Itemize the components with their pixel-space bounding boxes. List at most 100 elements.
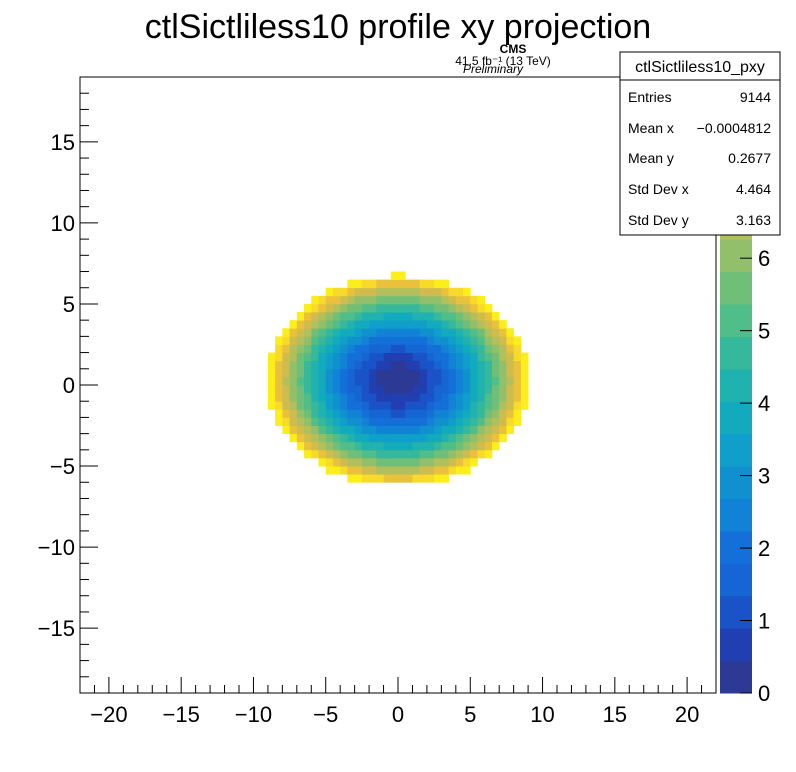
- heatmap-bin: [463, 295, 471, 305]
- heatmap-bin: [325, 295, 334, 305]
- heatmap-bin: [448, 393, 457, 402]
- heatmap-bin: [369, 401, 377, 410]
- heatmap-bin: [390, 295, 399, 305]
- heatmap-bin: [484, 368, 493, 378]
- heatmap-bin: [491, 376, 500, 386]
- heatmap-bin: [340, 336, 348, 345]
- heatmap-bin: [347, 474, 356, 483]
- heatmap-bin: [484, 320, 493, 329]
- heatmap-bin: [477, 360, 486, 370]
- heatmap-bin: [296, 393, 305, 402]
- heatmap-bin: [448, 466, 457, 475]
- heatmap-bin: [332, 376, 341, 386]
- heatmap-bin: [347, 360, 356, 370]
- heatmap-bin: [325, 376, 334, 386]
- heatmap-bin: [398, 376, 406, 386]
- heatmap-bin: [369, 376, 377, 386]
- heatmap-bin: [499, 425, 507, 435]
- heatmap-bin: [499, 385, 507, 394]
- stats-row-label: Mean y: [628, 150, 674, 166]
- heatmap-bin: [426, 360, 435, 370]
- heatmap-bin: [304, 401, 312, 410]
- stats-row-label: Mean x: [628, 120, 674, 136]
- heatmap-bin: [484, 336, 493, 345]
- color-scale-band: [720, 660, 752, 694]
- heatmap-bin: [398, 457, 406, 467]
- heatmap-bin: [282, 344, 290, 353]
- x-tick-label: −5: [313, 702, 338, 727]
- heatmap-bin: [383, 393, 392, 402]
- heatmap-bin: [455, 376, 464, 386]
- luminosity-label: 41.5 fb⁻¹ (13 TeV): [455, 54, 551, 68]
- heatmap-bin: [347, 328, 356, 337]
- heatmap-bin: [499, 401, 507, 410]
- heatmap-bin: [347, 433, 356, 443]
- heatmap-bin: [506, 344, 515, 353]
- heatmap-bin: [318, 385, 327, 394]
- heatmap-bin: [383, 457, 392, 467]
- heatmap-bin: [383, 295, 392, 305]
- stats-box-frame: [619, 51, 781, 236]
- heatmap-bin: [477, 344, 486, 353]
- heatmap-bin: [434, 433, 442, 443]
- heatmap-bin: [318, 368, 327, 378]
- heatmap-bin: [398, 320, 406, 329]
- heatmap-bin: [390, 409, 399, 418]
- heatmap-bin: [369, 449, 377, 459]
- heatmap-bin: [318, 303, 327, 313]
- heatmap-bin: [332, 328, 341, 337]
- heatmap-bin: [412, 385, 421, 394]
- heatmap-bin: [361, 425, 370, 435]
- heatmap-bin: [390, 433, 399, 443]
- heatmap-bin: [304, 368, 312, 378]
- heatmap-bin: [513, 352, 522, 362]
- heatmap-bin: [332, 368, 341, 378]
- heatmap-bin: [361, 320, 370, 329]
- heatmap-bin: [441, 376, 449, 386]
- heatmap-bin: [390, 360, 399, 370]
- heatmap-bin: [304, 352, 312, 362]
- heatmap-bin: [506, 328, 515, 337]
- heatmap-bin: [426, 385, 435, 394]
- heatmap-bin: [419, 466, 428, 475]
- heatmap-bin: [426, 279, 435, 289]
- heatmap-bin: [426, 401, 435, 410]
- heatmap-bin: [463, 417, 471, 426]
- heatmap-bin: [296, 401, 305, 410]
- heatmap-bin: [477, 336, 486, 345]
- heatmap-bin: [354, 303, 363, 313]
- heatmap-bin: [340, 352, 348, 362]
- heatmap-bin: [296, 352, 305, 362]
- stats-row-label: Std Dev y: [628, 212, 689, 228]
- heatmap-bin: [434, 376, 442, 386]
- heatmap-bin: [463, 287, 471, 297]
- heatmap-bin: [318, 425, 327, 435]
- heatmap-bin: [369, 303, 377, 313]
- heatmap-bin: [398, 401, 406, 410]
- heatmap-bin: [513, 360, 522, 370]
- heatmap-bin: [304, 312, 312, 321]
- heatmap-bin: [332, 344, 341, 353]
- heatmap-bin: [390, 417, 399, 426]
- heatmap-bin: [376, 417, 384, 426]
- heatmap-bin: [347, 441, 356, 451]
- heatmap-bin: [354, 401, 363, 410]
- heatmap-bin: [340, 328, 348, 337]
- heatmap-bin: [491, 360, 500, 370]
- heatmap-bin: [347, 449, 356, 459]
- heatmap-bin: [398, 409, 406, 418]
- heatmap-bin: [470, 425, 478, 435]
- heatmap-bin: [412, 287, 421, 297]
- heatmap-bin: [311, 425, 319, 435]
- heatmap-bin: [455, 360, 464, 370]
- heatmap-bin: [463, 312, 471, 321]
- heatmap-bin: [332, 360, 341, 370]
- heatmap-bin: [340, 441, 348, 451]
- heatmap-bin: [361, 449, 370, 459]
- color-scale-label: 1: [758, 609, 770, 634]
- heatmap-bin: [513, 368, 522, 378]
- heatmap-bin: [275, 401, 283, 410]
- heatmap-bin: [513, 385, 522, 394]
- heatmap-bin: [448, 385, 457, 394]
- heatmap-bin: [470, 393, 478, 402]
